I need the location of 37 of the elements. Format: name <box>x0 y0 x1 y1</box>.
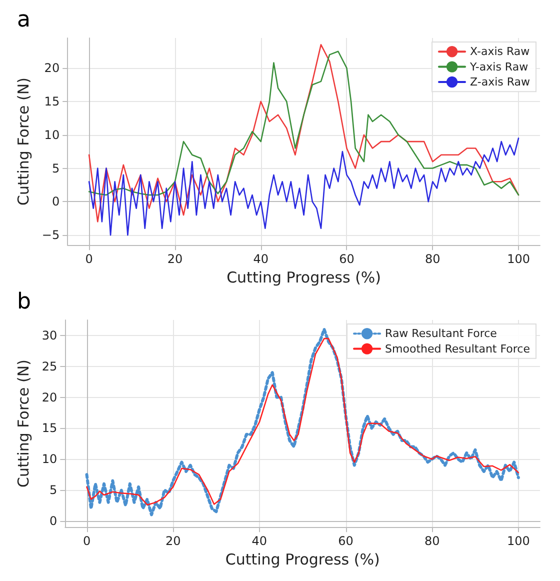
x-tick-label: 20 <box>167 252 183 266</box>
x-tick-label: 60 <box>338 534 354 548</box>
legend-label: Y-axis Raw <box>469 60 528 74</box>
x-tick-label: 0 <box>82 534 91 548</box>
x-tick-label: 100 <box>507 252 530 266</box>
y-tick-label: −5 <box>42 228 60 242</box>
legend-label: Raw Resultant Force <box>385 327 498 340</box>
x-tick-label: 80 <box>424 252 440 266</box>
chart-title: b <box>17 290 31 314</box>
x-tick-label: 0 <box>85 252 93 266</box>
y-tick-label: 20 <box>44 61 60 76</box>
x-tick-label: 80 <box>424 534 440 548</box>
line-series <box>88 138 520 236</box>
y-axis-title: Cutting Force (N) <box>14 78 32 206</box>
y-tick-label: 25 <box>42 359 58 374</box>
y-tick-label: 0 <box>52 194 60 209</box>
y-axis-title: Cutting Force (N) <box>14 360 32 488</box>
x-tick-label: 40 <box>253 252 268 266</box>
x-axis-title: Cutting Progress (%) <box>226 268 382 286</box>
y-tick-label: 5 <box>52 161 60 176</box>
y-tick-label: 30 <box>42 328 58 342</box>
x-tick-label: 40 <box>252 534 268 548</box>
x-tick-label: 20 <box>165 534 181 548</box>
y-tick-label: 0 <box>50 514 58 528</box>
y-tick-label: 15 <box>42 421 58 436</box>
x-tick-label: 60 <box>339 252 354 266</box>
y-tick-label: 20 <box>42 390 58 404</box>
y-tick-label: 10 <box>44 128 60 142</box>
x-tick-label: 100 <box>506 534 530 548</box>
y-tick-label: 15 <box>44 94 60 108</box>
y-tick-label: 10 <box>42 452 58 466</box>
chart-title: a <box>17 8 30 32</box>
legend-label: X-axis Raw <box>470 45 530 58</box>
legend-label: Smoothed Resultant Force <box>385 342 530 356</box>
x-axis-title: Cutting Progress (%) <box>225 550 380 568</box>
y-tick-label: 5 <box>50 483 58 498</box>
legend-label: Z-axis Raw <box>470 76 530 88</box>
